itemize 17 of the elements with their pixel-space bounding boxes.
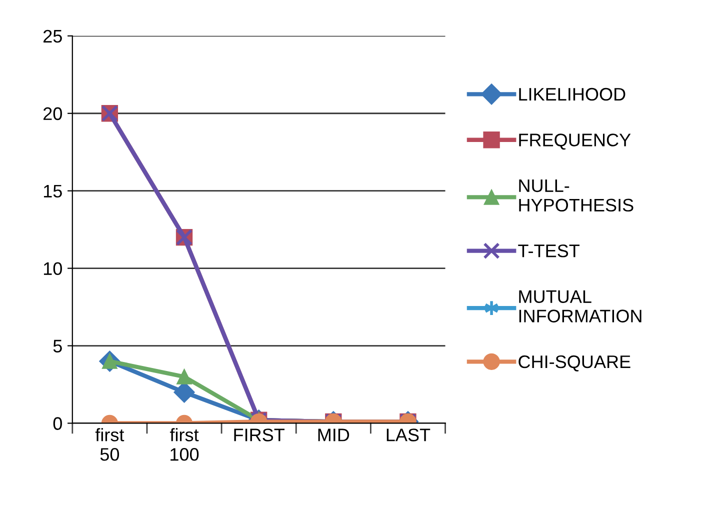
- legend-label: MUTUAL INFORMATION: [519, 290, 642, 322]
- x-tick-label: first 50: [95, 428, 124, 461]
- y-tick-label: 0: [53, 417, 62, 430]
- legend-label: FREQUENCY: [519, 134, 631, 150]
- y-tick-label: 20: [44, 107, 62, 120]
- legend-label: LIKELIHOOD: [519, 88, 626, 101]
- legend-label: CHI-SQUARE: [518, 355, 630, 372]
- y-tick-label: 10: [44, 262, 62, 276]
- x-tick-label: LAST: [386, 428, 430, 442]
- legend-label: T-TEST: [518, 244, 580, 258]
- x-tick-label: first 100: [170, 428, 199, 461]
- y-tick-label: 15: [44, 184, 62, 198]
- x-tick-label: MID: [318, 428, 350, 442]
- legend-label: NULL- HYPOTHESIS: [519, 180, 634, 212]
- y-tick-label: 5: [53, 340, 62, 352]
- x-tick-label: FIRST: [234, 428, 284, 442]
- y-tick-label: 25: [44, 30, 62, 43]
